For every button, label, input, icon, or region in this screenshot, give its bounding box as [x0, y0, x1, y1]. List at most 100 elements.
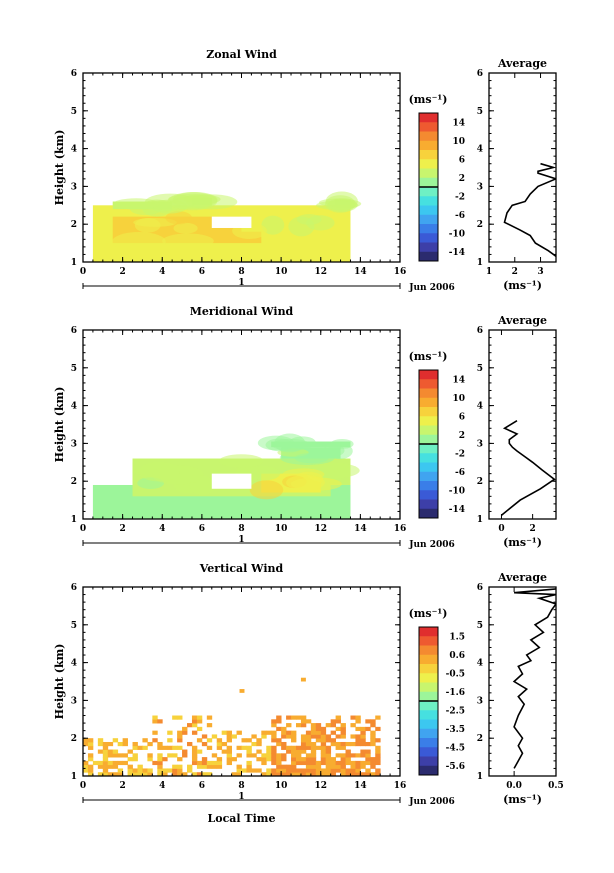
- date-bar-label: 1: [238, 792, 244, 802]
- heatmap-cell: [107, 753, 114, 758]
- y-tick-label: 3: [71, 696, 77, 706]
- colorbar-segment: [419, 425, 438, 436]
- heatmap-cell: [191, 757, 198, 762]
- heatmap-cell: [291, 772, 297, 777]
- heatmap-cell: [310, 768, 317, 773]
- x-tick-label: 2: [119, 781, 125, 791]
- colorbar-label: 2: [459, 431, 465, 441]
- heatmap-cell: [330, 760, 337, 766]
- heatmap-cell: [281, 768, 287, 773]
- heatmap-cell: [211, 764, 218, 769]
- heatmap-cell: [360, 760, 366, 766]
- heatmap-cell: [315, 730, 322, 735]
- heatmap-cell: [315, 772, 322, 777]
- y-tick-label: 1: [71, 258, 77, 268]
- y-tick-label: 2: [71, 477, 77, 487]
- colorbar-segment: [419, 177, 438, 188]
- date-bar-label: 1: [238, 535, 244, 545]
- colorbar: (ms⁻¹) 14 10 6 2 -2 -6 -10 -14: [409, 93, 465, 262]
- x-tick-label: 6: [199, 781, 205, 791]
- heatmap-cell: [261, 772, 267, 777]
- colorbar-label: -10: [449, 486, 465, 496]
- heatmap-cell: [370, 757, 376, 762]
- colorbar: (ms⁻¹) 14 10 6 2 -2 -6 -10 -14: [409, 350, 465, 519]
- heatmap-cell: [147, 768, 153, 773]
- heatmap-cell: [286, 764, 292, 769]
- heatmap-cell: [291, 730, 297, 735]
- heatmap-cell: [142, 768, 148, 773]
- y-tick-label: 2: [71, 734, 77, 744]
- avg-y-tick-label: 4: [477, 659, 483, 669]
- heatmap-cell: [216, 764, 223, 769]
- heatmap-cell: [271, 745, 277, 750]
- heatmap-cell: [271, 757, 277, 762]
- heatmap-cell: [122, 753, 128, 758]
- colorbar-segment: [419, 187, 438, 197]
- colorbar-label: 10: [452, 394, 465, 404]
- heatmap-cell: [256, 741, 262, 747]
- heatmap-cell: [335, 764, 341, 769]
- heatmap-cell: [266, 757, 272, 762]
- average-title: Average: [497, 571, 547, 584]
- heatmap-patch: [294, 453, 329, 464]
- heatmap-cell: [177, 768, 183, 773]
- colorbar-segment: [419, 756, 438, 767]
- heatmap-cell: [271, 719, 277, 724]
- heatmap-cell: [221, 730, 228, 735]
- y-tick-label: 1: [71, 772, 77, 782]
- heatmap-cell: [142, 772, 148, 777]
- heatmap-cell: [231, 772, 237, 777]
- colorbar-label: -5.6: [446, 762, 465, 772]
- heatmap-cell: [87, 738, 94, 743]
- heatmap-cell: [236, 745, 242, 750]
- heatmap-cell: [375, 772, 381, 777]
- heatmap-cell: [246, 760, 252, 766]
- heatmap-patch: [162, 233, 214, 249]
- x-tick-label: 8: [238, 267, 244, 277]
- heatmap-cell: [112, 764, 119, 769]
- heatmap-cell: [276, 726, 282, 732]
- avg-profile-line: [500, 420, 556, 516]
- heatmap-cell: [157, 772, 163, 777]
- heatmap-cell: [300, 757, 307, 762]
- heatmap-cell: [122, 741, 128, 747]
- colorbar-segment: [419, 159, 438, 169]
- heatmap-cell: [320, 745, 327, 750]
- avg-y-tick-label: 3: [477, 439, 483, 449]
- colorbar-label: -14: [449, 505, 465, 515]
- heatmap-cell: [335, 734, 341, 739]
- heatmap-cell: [266, 745, 272, 750]
- colorbar-segment: [419, 205, 438, 216]
- heatmap-cell: [172, 745, 178, 750]
- heatmap-cell: [355, 719, 361, 724]
- heatmap-cell: [117, 753, 124, 758]
- heatmap-cell: [276, 757, 282, 762]
- heatmap-cell: [266, 730, 272, 735]
- heatmap-patch: [167, 192, 218, 211]
- avg-x-label: (ms⁻¹): [503, 279, 542, 292]
- heatmap-patch: [173, 222, 198, 234]
- data-gap: [211, 216, 252, 228]
- heatmap-cell: [271, 753, 277, 758]
- x-tick-label: 0: [80, 267, 86, 277]
- heatmap-cell: [187, 764, 193, 769]
- heatmap-cell: [92, 760, 99, 766]
- heatmap-cell: [310, 772, 317, 777]
- heatmap-cell: [246, 749, 252, 754]
- heatmap-cell: [167, 745, 173, 750]
- average-title: Average: [497, 57, 547, 70]
- colorbar-segment: [419, 719, 438, 730]
- heatmap-cell: [226, 745, 232, 750]
- heatmap-cell: [127, 772, 133, 777]
- heatmap-cell: [340, 764, 346, 769]
- heatmap-cell: [236, 768, 242, 773]
- heatmap-cell: [345, 753, 351, 758]
- colorbar-segment: [419, 214, 438, 225]
- colorbar-label: 0.6: [449, 651, 465, 661]
- heatmap-cell: [206, 764, 213, 769]
- y-tick-label: 3: [71, 182, 77, 192]
- heatmap-cell: [325, 757, 332, 762]
- heatmap-cell: [340, 730, 346, 735]
- colorbar-segment: [419, 481, 438, 491]
